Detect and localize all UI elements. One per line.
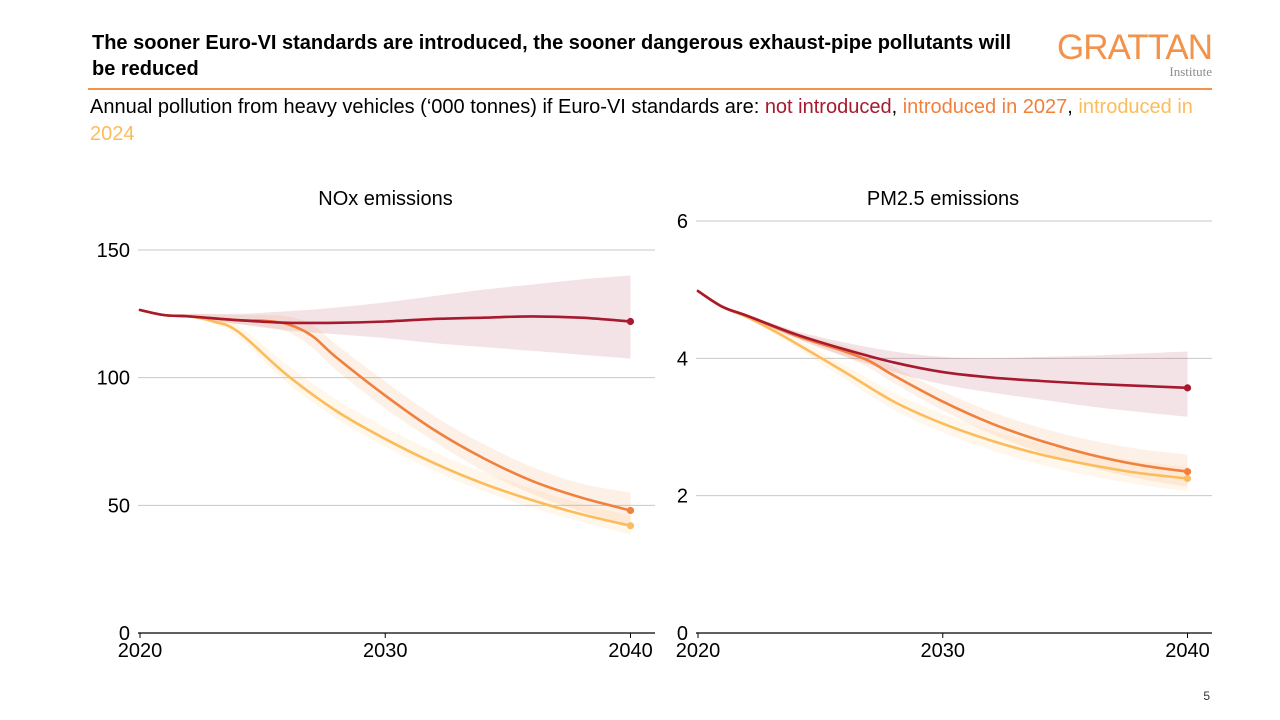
series-end-marker [626, 506, 635, 515]
page-number: 5 [1203, 689, 1210, 703]
legend-not-introduced: not introduced [764, 96, 892, 118]
uncertainty-band [698, 291, 1188, 492]
uncertainty-band [140, 275, 631, 359]
legend-introduced-2027: introduced in 2027 [902, 96, 1068, 118]
x-tick-label: 2020 [118, 640, 163, 662]
y-tick-label: 100 [97, 368, 130, 390]
x-tick-label: 2030 [921, 640, 966, 662]
x-tick-label: 2020 [676, 640, 721, 662]
series-end-marker [1183, 474, 1192, 483]
legend-separator: , [891, 96, 903, 118]
logo-subtext: Institute [1169, 64, 1212, 79]
legend-introduced-2024: introduced in 2024 [90, 96, 1193, 145]
x-tick-label: 2040 [608, 640, 653, 662]
header-divider [88, 88, 1212, 90]
grattan-logo: GRATTAN Institute [1052, 28, 1213, 79]
y-tick-label: 4 [677, 348, 688, 370]
y-tick-label: 0 [119, 623, 130, 645]
chart-title: The sooner Euro-VI standards are introdu… [92, 32, 1012, 80]
series-line [138, 308, 632, 325]
uncertainty-band [698, 291, 1188, 487]
series-end-marker [626, 317, 635, 326]
uncertainty-band [698, 291, 1188, 417]
legend-separator: , [1067, 96, 1079, 118]
y-tick-label: 6 [677, 211, 688, 233]
series-end-marker [626, 522, 635, 530]
panel-title: NOx emissions [318, 188, 452, 210]
y-tick-label: 2 [677, 486, 688, 508]
series-line [696, 289, 1189, 390]
panel-title: PM2.5 emissions [867, 188, 1019, 210]
chart-panel: PM2.5 emissions 0 2 4 6 2020 2030 2040 [676, 188, 1212, 662]
y-tick-label: 0 [677, 623, 688, 645]
series-end-marker [1183, 468, 1192, 476]
y-tick-label: 150 [97, 240, 130, 262]
chart-subtitle: Annual pollution from heavy vehicles (‘0… [90, 94, 1210, 148]
chart-panel: NOx emissions 0 50 100 150 2020 2030 2040 [97, 188, 655, 662]
logo-wordmark: GRATTAN [1056, 28, 1213, 67]
series-end-marker [1183, 384, 1192, 392]
y-tick-label: 50 [108, 495, 130, 517]
subtitle-prefix: Annual pollution from heavy vehicles (‘0… [90, 96, 765, 118]
x-tick-label: 2030 [363, 640, 408, 662]
x-tick-label: 2040 [1165, 640, 1210, 662]
uncertainty-band [140, 310, 631, 535]
